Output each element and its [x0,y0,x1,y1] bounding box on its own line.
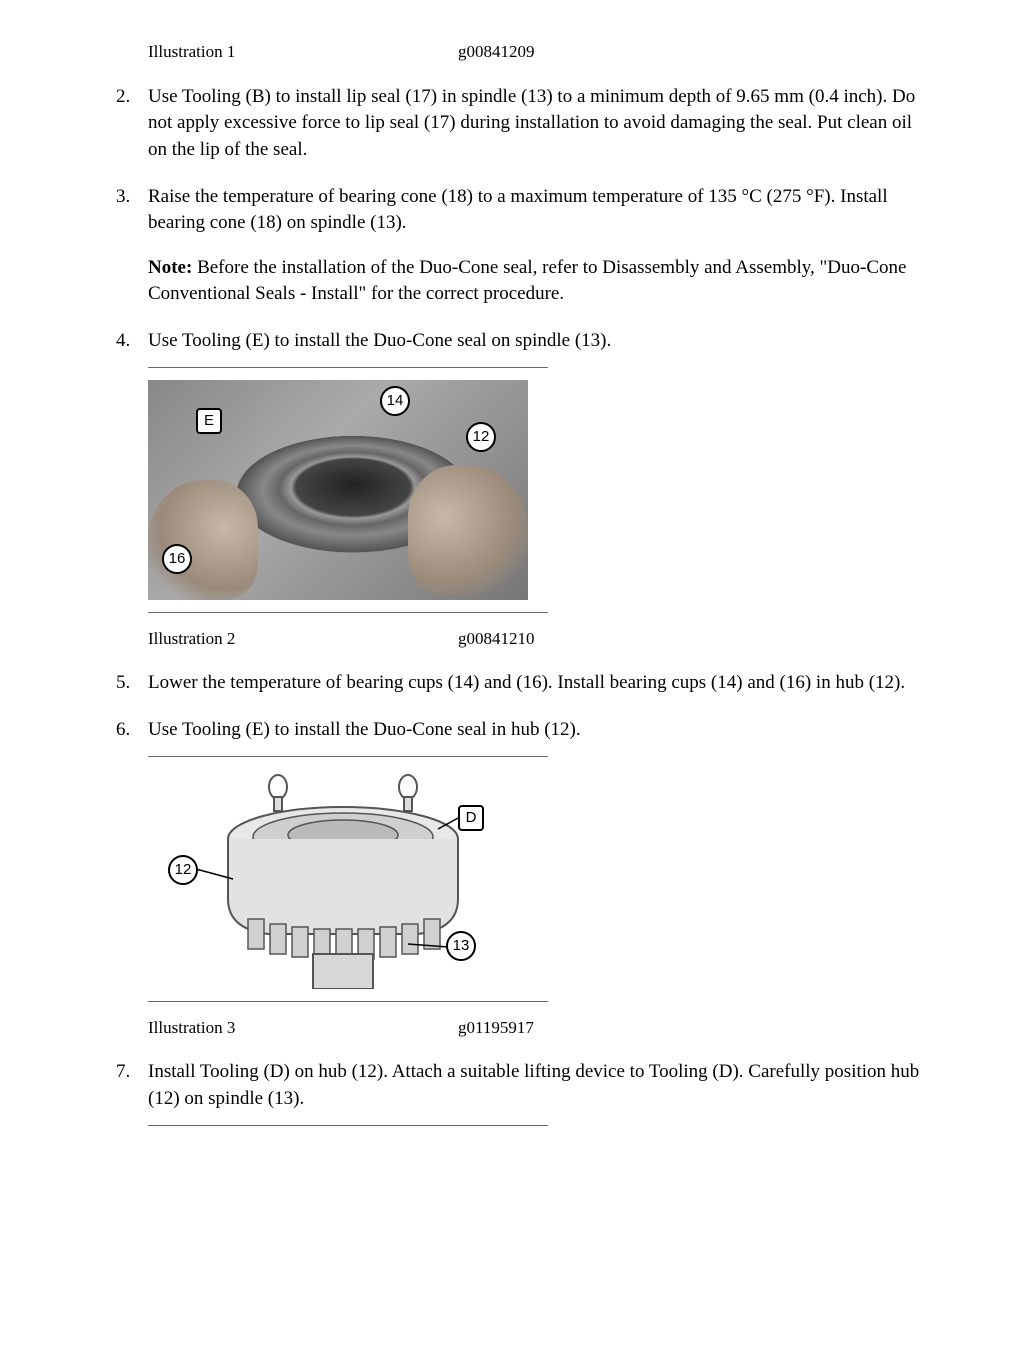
illustration-3-label: Illustration 3 [148,1016,458,1040]
figure-2-rule-bottom [148,612,548,613]
illustration-1-label: Illustration 1 [148,40,458,64]
figure-3-image: D 12 13 [148,769,528,989]
step-2: Use Tooling (B) to install lip seal (17)… [100,84,934,164]
callout-E: E [196,408,222,434]
procedure-list: Use Tooling (B) to install lip seal (17)… [100,84,934,1126]
figure-3-rule-top [148,756,548,757]
step-4-text: Use Tooling (E) to install the Duo-Cone … [148,330,611,351]
step-3-text: Raise the temperature of bearing cone (1… [148,186,888,234]
figure-3-wrap: D 12 13 Illustration 3 g01195917 [148,756,934,1040]
figure-4-rule-top [148,1125,548,1126]
step-7-text: Install Tooling (D) on hub (12). Attach … [148,1061,919,1109]
step-2-text: Use Tooling (B) to install lip seal (17)… [148,86,915,160]
callout-D: D [458,805,484,831]
step-3: Raise the temperature of bearing cone (1… [100,184,934,308]
step-5: Lower the temperature of bearing cups (1… [100,670,934,697]
step-6: Use Tooling (E) to install the Duo-Cone … [100,717,934,1039]
illustration-3-caption: Illustration 3 g01195917 [148,1016,934,1040]
illustration-2-code: g00841210 [458,627,934,651]
step-3-note: Note: Before the installation of the Duo… [148,255,934,308]
illustration-1-code: g00841209 [458,40,934,64]
step-7: Install Tooling (D) on hub (12). Attach … [100,1059,934,1125]
step-6-text: Use Tooling (E) to install the Duo-Cone … [148,719,581,740]
step-5-text: Lower the temperature of bearing cups (1… [148,672,905,693]
callout-12: 12 [466,422,496,452]
step-4: Use Tooling (E) to install the Duo-Cone … [100,328,934,650]
illustration-2-caption: Illustration 2 g00841210 [148,627,934,651]
figure-2-rule-top [148,367,548,368]
figure-2-wrap: E 14 12 16 Illustration 2 g00841210 [148,367,934,651]
figure-4-wrap [148,1125,934,1126]
illustration-3-code: g01195917 [458,1016,934,1040]
callout-16: 16 [162,544,192,574]
note-label: Note: [148,257,192,278]
figure-2-image: E 14 12 16 [148,380,528,600]
note-text: Before the installation of the Duo-Cone … [148,257,906,305]
illustration-1-caption: Illustration 1 g00841209 [148,40,934,64]
figure-3-rule-bottom [148,1001,548,1002]
callout-13: 13 [446,931,476,961]
callout-12-b: 12 [168,855,198,885]
callout-14: 14 [380,386,410,416]
illustration-2-label: Illustration 2 [148,627,458,651]
